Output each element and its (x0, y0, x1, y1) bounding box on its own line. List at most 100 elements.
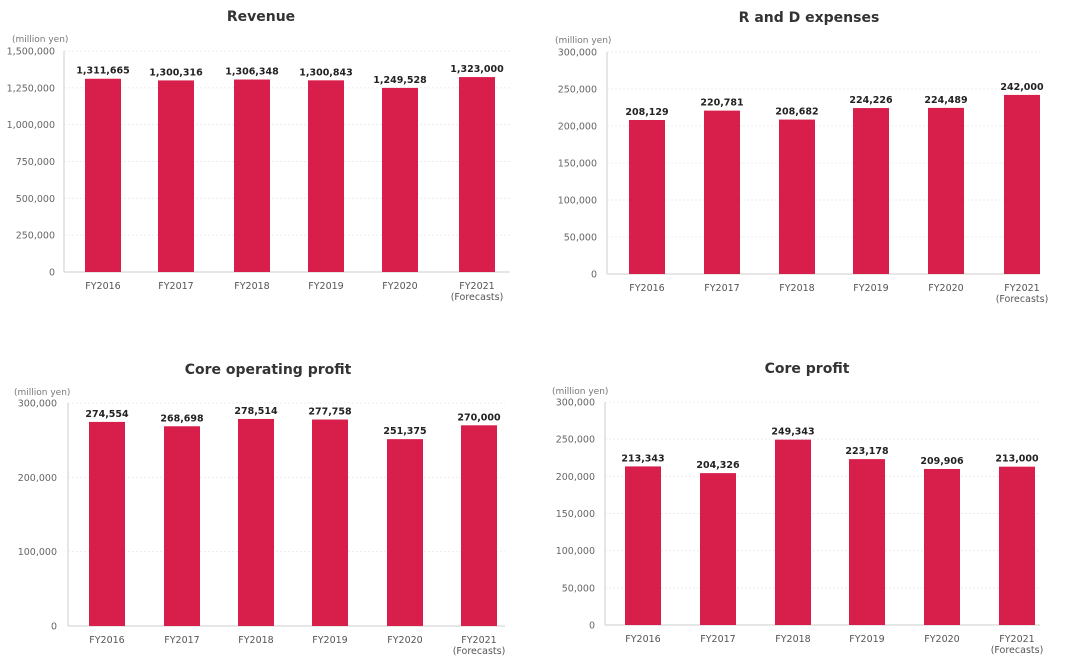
bar (849, 459, 885, 625)
bar (775, 439, 811, 625)
x-tick-label: FY2021 (461, 635, 496, 646)
y-tick-label: 1,000,000 (7, 120, 55, 131)
chart-r-and-d-expenses: R and D expenses (million yen) 0 50,000 100,… (555, 10, 1048, 305)
x-tick-label: (Forecasts) (451, 292, 504, 303)
bar (625, 466, 661, 625)
bar-value-label: 268,698 (160, 413, 204, 424)
y-tick-label: 0 (49, 268, 55, 279)
y-tick-label: 1,500,000 (7, 47, 55, 58)
bar (853, 108, 889, 275)
bar-value-label: 220,781 (700, 98, 743, 109)
y-tick-label: 1,250,000 (7, 83, 55, 94)
x-tick-label: FY2016 (629, 283, 664, 294)
x-tick-label: FY2017 (164, 635, 199, 646)
x-tick-label: FY2017 (704, 283, 739, 294)
x-tick-label: FY2019 (312, 635, 347, 646)
x-tick-label: FY2019 (853, 283, 888, 294)
chart-title: Revenue (227, 9, 295, 25)
y-tick-label: 750,000 (16, 157, 55, 168)
bar-value-label: 1,323,000 (450, 64, 504, 75)
chart-core-operating-profit: Core operating profit (million yen) 0 100,0… (14, 362, 505, 657)
y-tick-label: 0 (51, 622, 57, 633)
x-tick-label: FY2017 (158, 281, 193, 292)
y-axis-unit-label: (million yen) (555, 36, 611, 46)
x-tick-label: FY2020 (382, 281, 417, 292)
y-tick-label: 200,000 (18, 473, 57, 484)
bar-value-label: 224,489 (924, 95, 967, 106)
x-tick-label: FY2019 (308, 281, 343, 292)
bar (459, 77, 495, 272)
x-tick-label: (Forecasts) (991, 645, 1044, 656)
bar (85, 78, 121, 273)
bar (89, 421, 125, 626)
bar-value-label: 224,226 (849, 95, 893, 106)
bar-value-label: 223,178 (845, 446, 889, 457)
y-tick-label: 100,000 (18, 547, 57, 558)
bar (999, 466, 1035, 625)
bar-value-label: 1,300,316 (149, 67, 203, 78)
chart-core-profit: Core profit (million yen) 0 50,000 100,000 15… (552, 361, 1043, 656)
bar-value-label: 249,343 (771, 427, 814, 438)
chart-title: Core profit (765, 361, 850, 377)
bar-value-label: 1,249,528 (373, 75, 427, 86)
y-axis-unit-label: (million yen) (14, 388, 70, 398)
bar (308, 80, 344, 272)
y-tick-label: 150,000 (558, 159, 597, 170)
x-tick-label: FY2016 (625, 634, 660, 645)
x-tick-label: FY2020 (924, 634, 959, 645)
y-tick-label: 100,000 (556, 546, 595, 557)
y-tick-label: 300,000 (18, 399, 57, 410)
bar-value-label: 209,906 (920, 456, 964, 467)
bar-value-label: 204,326 (696, 460, 740, 471)
bar (238, 418, 274, 626)
bar-value-label: 270,000 (457, 412, 501, 423)
chart-revenue: Revenue (million yen) 0 250,000 500,000 750,0… (7, 9, 510, 303)
x-tick-label: FY2018 (775, 634, 810, 645)
x-tick-label: FY2019 (849, 634, 884, 645)
chart-title: Core operating profit (185, 362, 352, 378)
x-tick-label: FY2017 (700, 634, 735, 645)
bar (164, 426, 200, 626)
bar-value-label: 213,000 (995, 454, 1039, 465)
bar-value-label: 1,306,348 (225, 67, 279, 78)
y-tick-label: 300,000 (558, 48, 597, 59)
bar (924, 468, 960, 625)
bar-value-label: 213,343 (621, 453, 664, 464)
y-axis-unit-label: (million yen) (12, 35, 68, 45)
bar-value-label: 278,514 (234, 406, 278, 417)
bar (382, 87, 418, 272)
x-tick-label: FY2018 (779, 283, 814, 294)
bar (629, 119, 665, 274)
x-tick-label: (Forecasts) (996, 294, 1049, 305)
x-tick-label: FY2020 (387, 635, 422, 646)
bar (700, 473, 736, 625)
x-tick-label: FY2021 (999, 634, 1034, 645)
x-tick-label: FY2021 (1004, 283, 1039, 294)
y-tick-label: 500,000 (16, 194, 55, 205)
y-tick-label: 0 (589, 621, 595, 632)
bar (158, 80, 194, 273)
y-tick-label: 100,000 (558, 196, 597, 207)
x-tick-label: FY2020 (928, 283, 963, 294)
bar-value-label: 208,129 (625, 107, 668, 118)
x-tick-label: FY2016 (89, 635, 124, 646)
y-tick-label: 300,000 (556, 398, 595, 409)
x-tick-label: FY2016 (85, 281, 120, 292)
y-tick-label: 250,000 (558, 85, 597, 96)
y-tick-label: 0 (591, 270, 597, 281)
bar (234, 79, 270, 272)
bar-value-label: 1,311,665 (76, 66, 130, 77)
bar-value-label: 274,554 (85, 409, 129, 420)
y-tick-label: 150,000 (556, 509, 595, 520)
bar (387, 439, 423, 626)
x-tick-label: FY2021 (459, 281, 494, 292)
bar-value-label: 1,300,843 (299, 67, 353, 78)
y-tick-label: 50,000 (564, 233, 597, 244)
y-tick-label: 200,000 (558, 122, 597, 133)
bar-value-label: 208,682 (775, 107, 818, 118)
bar (704, 110, 740, 274)
bar (461, 425, 497, 626)
x-tick-label: FY2018 (234, 281, 269, 292)
y-tick-label: 250,000 (16, 231, 55, 242)
